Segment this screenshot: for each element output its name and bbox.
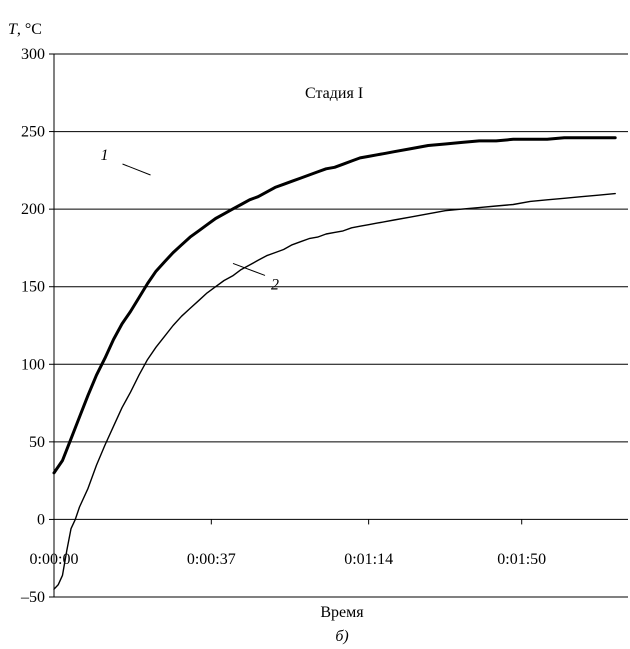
x-axis-title: Время	[320, 604, 364, 621]
axes	[53, 54, 628, 597]
y-tick-label: 250	[21, 124, 45, 141]
x-tick-label: 0:00:37	[187, 551, 236, 568]
x-ticks: 0:00:00 0:00:37 0:01:14 0:01:50	[30, 519, 546, 568]
series-label-2: 2	[271, 276, 279, 293]
y-ticks: –50 0 50 100 150 200 250 300	[20, 46, 54, 606]
y-tick-label: 200	[21, 201, 45, 218]
y-axis-unit: , °C	[17, 21, 42, 38]
series-label-1: 1	[101, 147, 109, 164]
y-tick-label: 300	[21, 46, 45, 63]
series-label-leader	[122, 163, 151, 176]
y-tick-label: 50	[29, 434, 45, 451]
x-tick-label: 0:01:14	[344, 551, 393, 568]
x-tick-label: 0:01:50	[497, 551, 546, 568]
figure-caption: б)	[335, 628, 348, 645]
series-label-leaders: 12	[101, 147, 279, 293]
series-lines	[52, 136, 617, 590]
series-label-leader	[232, 262, 266, 276]
y-tick-label: 0	[37, 511, 45, 528]
y-tick-label: 150	[21, 279, 45, 296]
gridlines	[54, 53, 628, 598]
stage-annotation: Стадия I	[305, 85, 363, 102]
y-tick-label: 100	[21, 356, 45, 373]
y-axis-title: T, °C	[8, 21, 42, 38]
y-axis-variable: T	[8, 21, 18, 38]
x-tick-label: 0:00:00	[30, 551, 79, 568]
series-line-1	[52, 136, 617, 475]
series-line-2	[53, 192, 616, 590]
y-tick-label: –50	[20, 589, 45, 606]
